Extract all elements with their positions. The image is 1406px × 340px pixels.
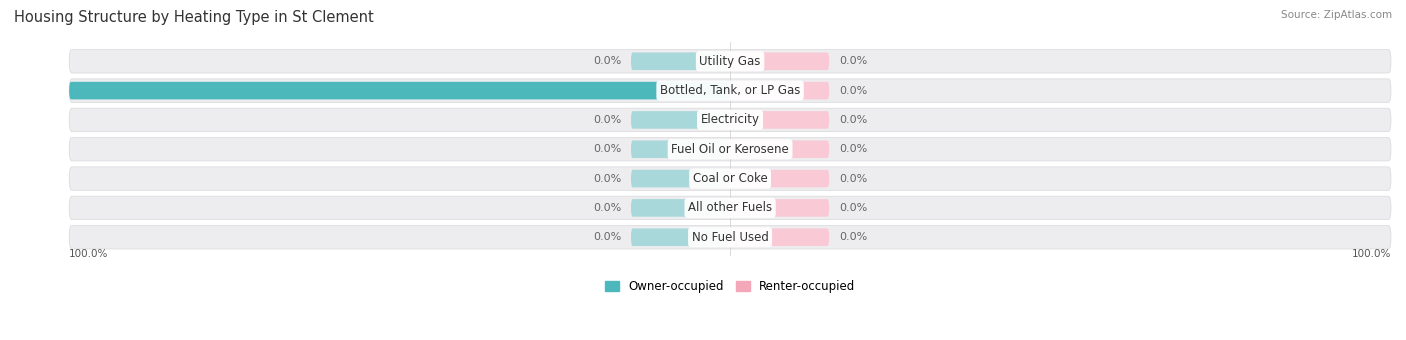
Text: No Fuel Used: No Fuel Used [692, 231, 769, 244]
Text: 0.0%: 0.0% [593, 174, 621, 184]
FancyBboxPatch shape [631, 170, 730, 187]
Text: 0.0%: 0.0% [839, 115, 868, 125]
FancyBboxPatch shape [69, 108, 1391, 132]
FancyBboxPatch shape [730, 228, 830, 246]
Text: 0.0%: 0.0% [839, 86, 868, 96]
FancyBboxPatch shape [631, 199, 730, 217]
Text: 100.0%: 100.0% [13, 86, 59, 96]
Text: 0.0%: 0.0% [839, 56, 868, 66]
Text: Fuel Oil or Kerosene: Fuel Oil or Kerosene [671, 143, 789, 156]
Text: 0.0%: 0.0% [839, 144, 868, 154]
Text: 0.0%: 0.0% [593, 144, 621, 154]
FancyBboxPatch shape [631, 140, 730, 158]
FancyBboxPatch shape [631, 111, 730, 129]
Text: 0.0%: 0.0% [839, 174, 868, 184]
Text: 0.0%: 0.0% [593, 115, 621, 125]
Text: 100.0%: 100.0% [69, 249, 108, 259]
FancyBboxPatch shape [730, 82, 830, 99]
FancyBboxPatch shape [730, 111, 830, 129]
Legend: Owner-occupied, Renter-occupied: Owner-occupied, Renter-occupied [600, 275, 860, 298]
Text: Housing Structure by Heating Type in St Clement: Housing Structure by Heating Type in St … [14, 10, 374, 25]
FancyBboxPatch shape [631, 228, 730, 246]
Text: 0.0%: 0.0% [839, 203, 868, 213]
FancyBboxPatch shape [69, 137, 1391, 161]
FancyBboxPatch shape [730, 199, 830, 217]
Text: All other Fuels: All other Fuels [688, 201, 772, 215]
FancyBboxPatch shape [69, 196, 1391, 220]
Text: Utility Gas: Utility Gas [699, 55, 761, 68]
Text: Bottled, Tank, or LP Gas: Bottled, Tank, or LP Gas [659, 84, 800, 97]
FancyBboxPatch shape [69, 82, 730, 99]
Text: 100.0%: 100.0% [1351, 249, 1391, 259]
FancyBboxPatch shape [69, 79, 1391, 102]
Text: 0.0%: 0.0% [593, 232, 621, 242]
Text: 0.0%: 0.0% [593, 56, 621, 66]
FancyBboxPatch shape [69, 225, 1391, 249]
FancyBboxPatch shape [730, 140, 830, 158]
FancyBboxPatch shape [69, 50, 1391, 73]
Text: Coal or Coke: Coal or Coke [693, 172, 768, 185]
Text: Source: ZipAtlas.com: Source: ZipAtlas.com [1281, 10, 1392, 20]
FancyBboxPatch shape [69, 167, 1391, 190]
Text: Electricity: Electricity [700, 114, 759, 126]
FancyBboxPatch shape [730, 170, 830, 187]
Text: 0.0%: 0.0% [593, 203, 621, 213]
FancyBboxPatch shape [730, 52, 830, 70]
FancyBboxPatch shape [631, 52, 730, 70]
Text: 0.0%: 0.0% [839, 232, 868, 242]
